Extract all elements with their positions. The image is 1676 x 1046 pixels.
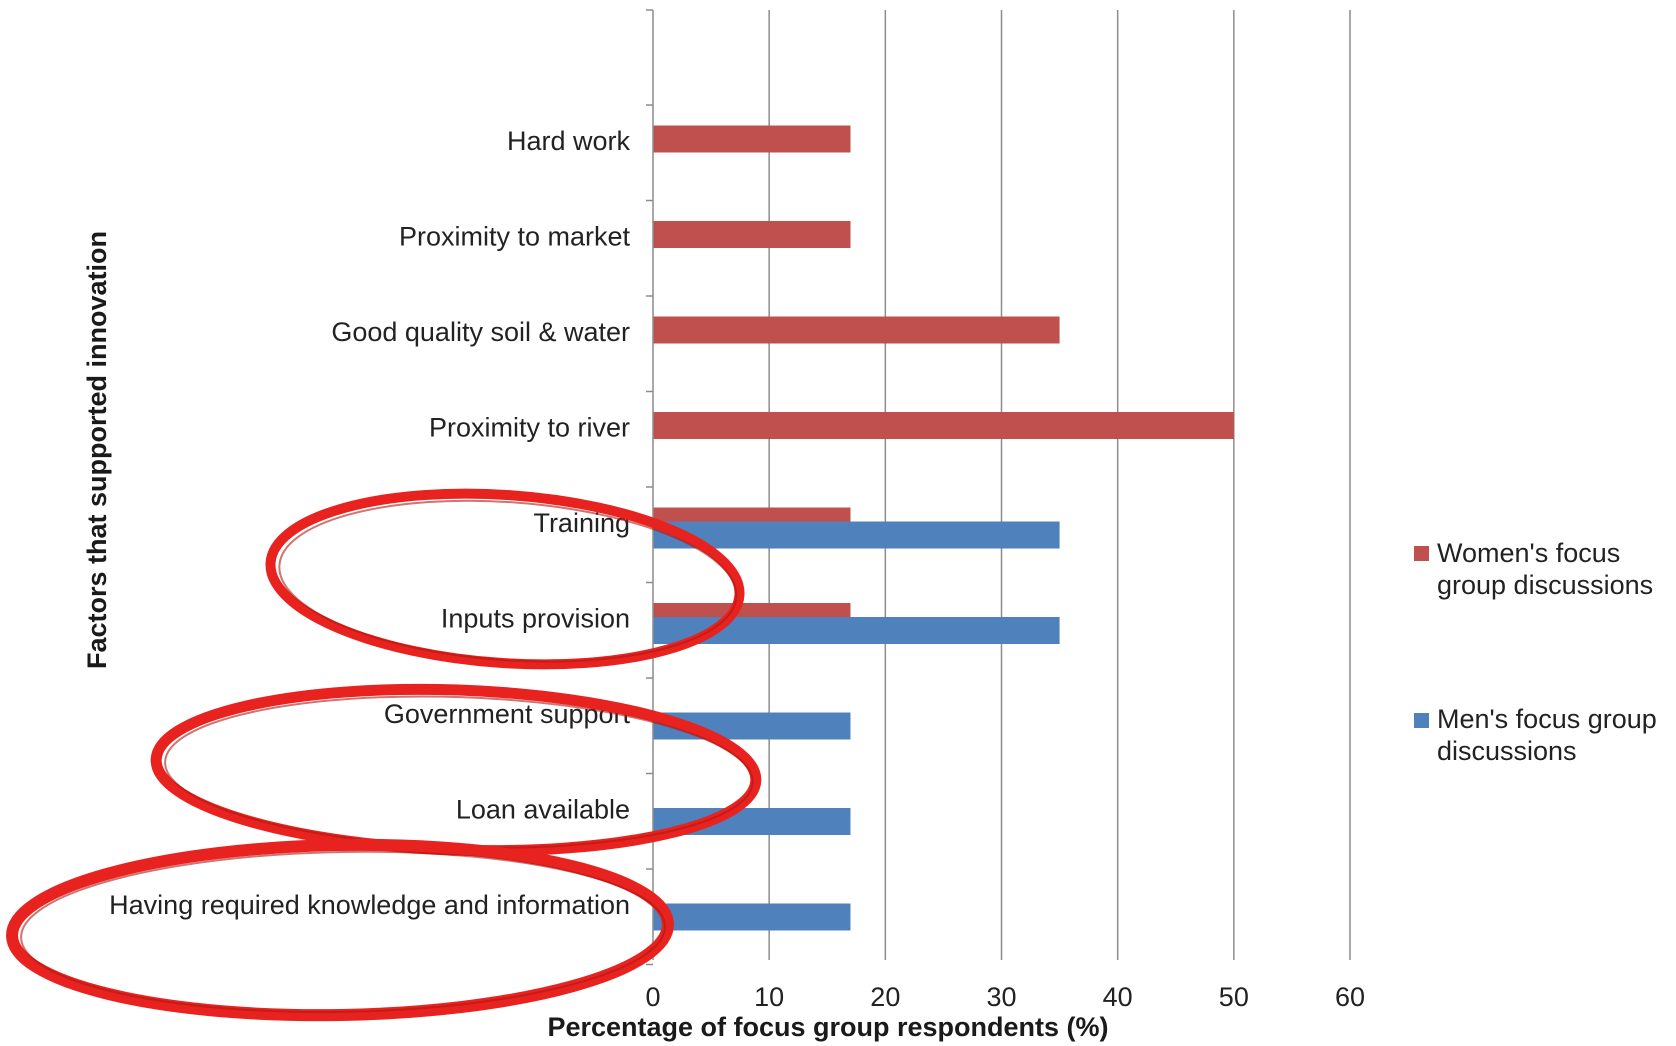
legend-swatch-women	[1414, 546, 1429, 561]
x-tick-label: 20	[870, 982, 900, 1012]
legend-swatch-men	[1414, 713, 1429, 728]
category-label: Inputs provision	[441, 604, 630, 634]
x-tick-labels: 0 10 20 30 40 50 60	[645, 982, 1365, 1012]
category-label: Hard work	[507, 126, 631, 156]
bar-women	[653, 412, 1234, 439]
legend-label-men: Men's focus group discussions	[1437, 704, 1664, 766]
highlight-ellipse-inner	[278, 499, 738, 663]
category-label: Having required knowledge and informatio…	[109, 890, 630, 920]
category-label: Loan available	[456, 795, 630, 825]
x-tick-label: 50	[1219, 982, 1249, 1012]
category-label: Proximity to market	[399, 222, 631, 252]
bar-men	[653, 521, 1060, 549]
highlight-annotations	[6, 488, 762, 1022]
bars	[653, 125, 1234, 931]
x-axis-title: Percentage of focus group respondents (%…	[547, 1012, 1108, 1042]
legend: Women's focus group discussions Men's fo…	[1414, 538, 1664, 766]
axes	[646, 9, 654, 966]
x-tick-label: 0	[645, 982, 660, 1012]
legend-label-women: Women's focus group discussions	[1437, 538, 1653, 600]
x-tick-label: 10	[754, 982, 784, 1012]
bar-women	[653, 221, 851, 248]
bar-women	[653, 125, 851, 153]
bar-women	[653, 316, 1060, 344]
bar-men	[653, 903, 851, 931]
gridlines	[768, 10, 1351, 960]
x-tick-label: 30	[986, 982, 1016, 1012]
y-axis-title: Factors that supported innovation	[82, 231, 112, 669]
category-label: Good quality soil & water	[331, 317, 630, 347]
category-labels: Hard work Proximity to market Good quality…	[109, 126, 630, 920]
highlight-ellipse	[6, 838, 674, 1022]
highlight-ellipse	[265, 488, 745, 670]
x-tick-label: 60	[1335, 982, 1365, 1012]
category-label: Proximity to river	[429, 413, 630, 443]
x-tick-label: 40	[1103, 982, 1133, 1012]
highlight-ellipse-inner	[20, 850, 666, 1014]
